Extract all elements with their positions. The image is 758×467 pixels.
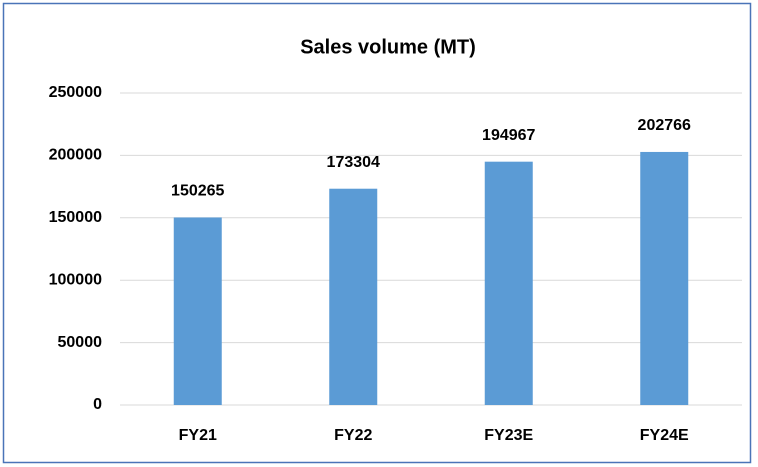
data-label: 173304 (327, 154, 380, 171)
y-tick-label: 0 (93, 396, 102, 413)
bar (640, 151, 689, 405)
y-tick-label: 200000 (49, 147, 102, 164)
x-tick-label: FY24E (640, 427, 689, 444)
data-label: 150265 (171, 183, 224, 200)
bar (173, 217, 222, 405)
y-tick-label: 250000 (49, 84, 102, 101)
x-tick-label: FY21 (179, 427, 217, 444)
bar (329, 188, 378, 405)
y-tick-label: 150000 (49, 209, 102, 226)
x-tick-label: FY23E (484, 427, 533, 444)
data-label: 202766 (638, 117, 691, 134)
bar (484, 161, 533, 405)
chart-title: Sales volume (MT) (300, 36, 476, 58)
y-tick-label: 100000 (49, 271, 102, 288)
x-tick-label: FY22 (334, 427, 372, 444)
y-tick-label: 50000 (58, 334, 103, 351)
data-label: 194967 (482, 127, 535, 144)
